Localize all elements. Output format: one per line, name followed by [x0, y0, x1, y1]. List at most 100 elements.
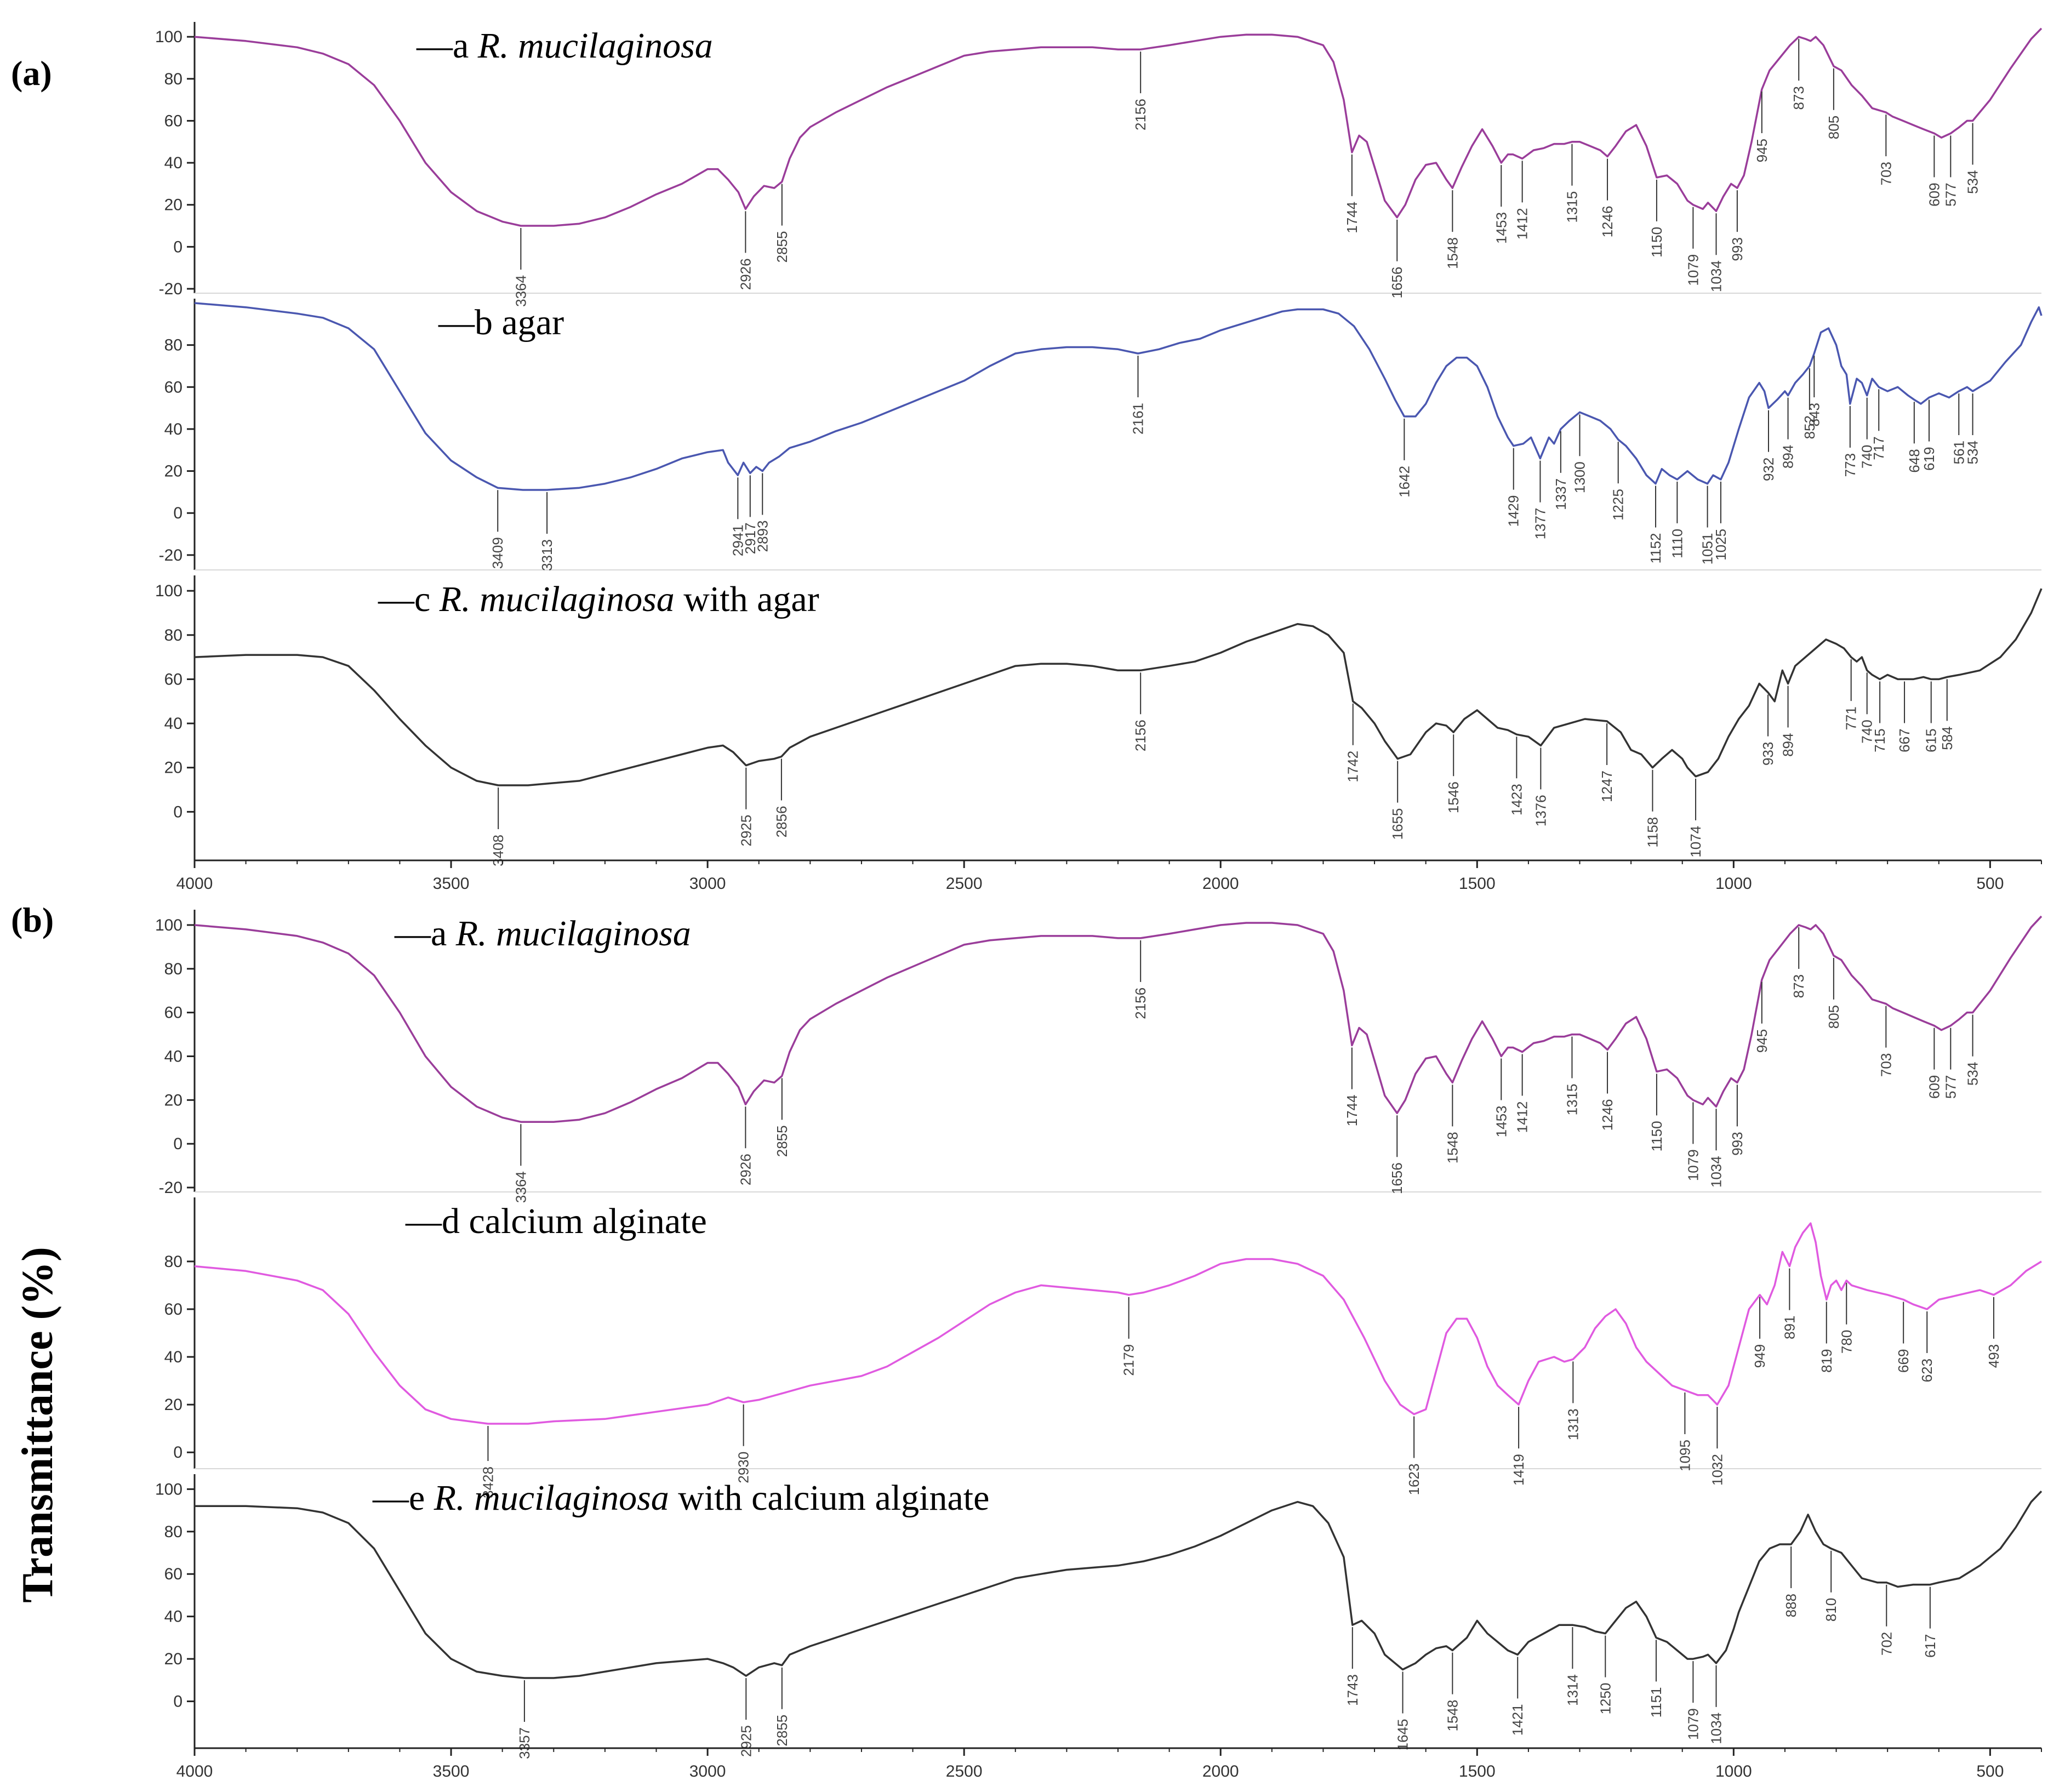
peak-label: 1034 [1708, 1713, 1725, 1744]
spectrum-line [194, 1222, 2042, 1425]
peak-label: 2161 [1130, 403, 1146, 435]
peak-label: 1034 [1708, 1156, 1725, 1188]
peak-label: 773 [1842, 453, 1858, 477]
spectrum-line [194, 588, 2043, 786]
peak-label: 584 [1939, 726, 1955, 750]
x-tick-label: 500 [1976, 875, 2004, 893]
peak-label: 1250 [1597, 1683, 1613, 1715]
peak-label: 1645 [1395, 1719, 1411, 1750]
peak-label: 891 [1781, 1316, 1798, 1339]
peak-label: 1152 [1647, 533, 1664, 564]
y-tick-label: -20 [159, 280, 182, 298]
peak-label: 2941 [729, 524, 746, 556]
y-tick-label: 60 [164, 1565, 182, 1583]
peak-label: 609 [1926, 182, 1942, 206]
peak-label: 888 [1783, 1594, 1799, 1617]
y-tick-label: 0 [173, 238, 182, 256]
peak-label: 1655 [1389, 808, 1406, 840]
peak-label: 1453 [1493, 1105, 1509, 1137]
peak-label: 667 [1896, 728, 1913, 752]
series-legend: —e R. mucilaginosa with calcium alginate [372, 1478, 989, 1518]
peak-label: 843 [1806, 403, 1822, 426]
peak-label: 3357 [516, 1727, 533, 1759]
peak-label: 1744 [1344, 202, 1360, 233]
y-tick-label: 80 [164, 70, 182, 88]
peak-label: 623 [1919, 1359, 1935, 1382]
x-tick-label: 3000 [689, 1762, 726, 1780]
y-tick-label: 20 [164, 1650, 182, 1668]
y-tick-label: 40 [164, 1047, 182, 1065]
legend-name-italic: R. mucilaginosa [455, 914, 691, 954]
peak-label: 1744 [1344, 1095, 1360, 1127]
peak-label: 1642 [1396, 466, 1412, 498]
peak-label: 740 [1859, 720, 1875, 743]
peak-label: 805 [1826, 1005, 1842, 1029]
peak-label: 703 [1878, 1053, 1894, 1077]
y-tick-label: 100 [155, 582, 182, 600]
peak-label: 702 [1878, 1632, 1895, 1656]
legend-prefix: —d [405, 1201, 469, 1241]
peak-label: 2926 [737, 1154, 754, 1185]
peak-label: 534 [1965, 170, 1981, 193]
series-legend: —a R. mucilaginosa [416, 26, 713, 66]
peak-label: 1377 [1532, 508, 1548, 540]
y-tick-label: 0 [173, 504, 182, 522]
peak-label: 1158 [1644, 817, 1661, 848]
legend-name: with calcium alginate [669, 1478, 990, 1518]
x-tick-label: 2000 [1202, 1762, 1239, 1780]
peak-label: 933 [1760, 742, 1776, 766]
peak-label: 2855 [774, 231, 790, 263]
peak-label: 648 [1906, 449, 1923, 472]
peak-label: 669 [1895, 1349, 1912, 1373]
y-tick-label: 20 [164, 1396, 182, 1414]
peak-label: 1376 [1532, 795, 1549, 826]
legend-name-italic: R. mucilaginosa [439, 579, 675, 619]
legend-name-italic: R. mucilaginosa [433, 1478, 669, 1518]
peak-label: 1247 [1599, 771, 1615, 802]
y-tick-label: 60 [164, 1300, 182, 1319]
peak-label: 810 [1823, 1598, 1839, 1622]
peak-label: 2179 [1121, 1344, 1137, 1376]
peak-label: 1151 [1648, 1687, 1664, 1717]
peak-label: 2925 [738, 815, 754, 847]
peak-label: 1412 [1514, 1101, 1531, 1133]
peak-label: 1246 [1599, 206, 1616, 238]
peak-label: 993 [1729, 1132, 1745, 1155]
y-tick-label: 20 [164, 759, 182, 777]
x-tick-label: 500 [1976, 1762, 2004, 1780]
y-tick-label: 0 [173, 1693, 182, 1711]
x-tick-label: 4000 [176, 875, 213, 893]
peak-label: 1656 [1389, 267, 1405, 299]
peak-label: 894 [1780, 445, 1796, 469]
peak-label: 3364 [512, 275, 529, 307]
peak-label: 2926 [737, 258, 754, 290]
x-tick-label: 1000 [1715, 1762, 1752, 1780]
legend-name: calcium alginate [469, 1201, 707, 1241]
y-tick-label: 40 [164, 1608, 182, 1626]
series-legend: —c R. mucilaginosa with agar [378, 579, 819, 619]
peak-label: 2917 [742, 522, 758, 554]
y-tick-label: 60 [164, 670, 182, 688]
x-tick-label: 3000 [689, 875, 726, 893]
y-tick-label: 60 [164, 1004, 182, 1022]
peak-label: 1150 [1648, 1121, 1665, 1151]
y-tick-label: 20 [164, 1091, 182, 1109]
x-tick-label: 2500 [946, 1762, 983, 1780]
peak-label: 945 [1754, 139, 1770, 162]
y-tick-label: 40 [164, 715, 182, 733]
peak-label: 894 [1780, 733, 1796, 757]
peak-label: 1337 [1553, 478, 1569, 510]
peak-label: 771 [1843, 706, 1859, 730]
legend-prefix: —e [372, 1478, 434, 1518]
x-tick-label: 2000 [1202, 875, 1239, 893]
peak-label: 2893 [754, 521, 771, 552]
y-tick-label: 40 [164, 1348, 182, 1366]
y-tick-label: 60 [164, 378, 182, 396]
peak-label: 3428 [480, 1466, 496, 1498]
peak-label: 2855 [774, 1715, 790, 1747]
peak-label: 615 [1923, 728, 1939, 752]
peak-label: 1429 [1505, 495, 1522, 527]
peak-label: 945 [1754, 1029, 1770, 1053]
peak-label: 819 [1818, 1349, 1835, 1373]
panel-label-b: (b) [11, 900, 54, 939]
